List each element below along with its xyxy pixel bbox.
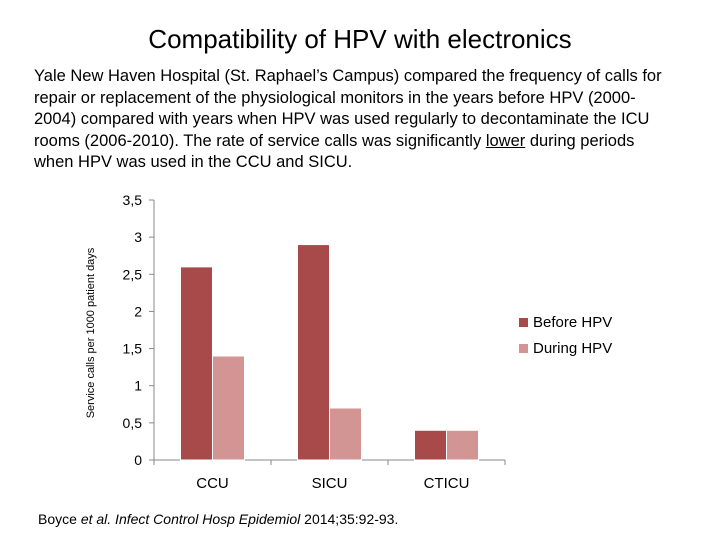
bar-cticu-during xyxy=(446,429,479,461)
citation: Boyce et al. Infect Control Hosp Epidemi… xyxy=(38,511,398,527)
legend-label-before: Before HPV xyxy=(533,314,612,331)
bar-sicu-during xyxy=(329,407,362,461)
bar-chart: 0 0,5 1 1,5 2 2,5 3 3,5 Service calls per 1000 p… xyxy=(85,192,612,492)
citation-details: 2014;35:92-93. xyxy=(300,511,399,527)
y-tick-label: 1 xyxy=(134,378,142,394)
y-axis-label: Service calls per 1000 patient days xyxy=(85,247,97,418)
y-tick-label: 1,5 xyxy=(123,341,143,357)
x-tick-label: SICU xyxy=(312,475,348,492)
body-text-underlined: lower xyxy=(485,131,526,150)
legend-label-during: During HPV xyxy=(533,340,612,357)
y-tick-label: 2 xyxy=(134,303,142,319)
y-tick-label: 3 xyxy=(134,229,142,245)
citation-journal: et al. Infect Control Hosp Epidemiol xyxy=(80,511,301,527)
citation-author: Boyce xyxy=(38,511,81,527)
bar-cticu-before xyxy=(414,429,447,461)
bar-ccu-during xyxy=(212,355,245,461)
legend-swatch-before xyxy=(519,318,528,327)
legend-swatch-during xyxy=(519,344,528,353)
x-tick-label: CTICU xyxy=(424,475,470,492)
slide-body-text: Yale New Haven Hospital (St. Raphael’s C… xyxy=(34,66,674,174)
y-tick-label: 0 xyxy=(134,452,142,468)
slide-title: Compatibility of HPV with electronics xyxy=(148,24,572,54)
y-tick-label: 0,5 xyxy=(123,415,143,431)
y-tick-label: 3,5 xyxy=(123,192,143,208)
bar-sicu-before xyxy=(297,244,330,461)
body-text-part: during periods when HPV was used in the … xyxy=(34,131,635,172)
y-tick-label: 2,5 xyxy=(123,266,143,282)
x-tick-label: CCU xyxy=(196,475,229,492)
bar-ccu-before xyxy=(180,266,213,461)
body-text-part: Yale New Haven Hospital (St. Raphael’s C… xyxy=(34,67,662,150)
